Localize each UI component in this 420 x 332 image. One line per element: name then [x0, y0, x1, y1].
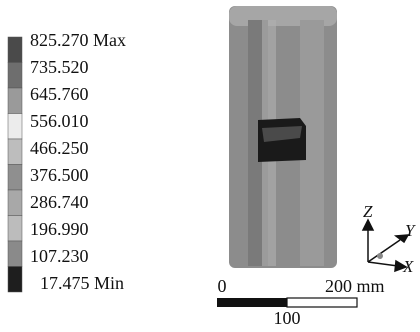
legend-label: 735.520 [30, 57, 89, 77]
legend-swatch [8, 114, 22, 140]
scale-black [217, 298, 287, 307]
z-arrow [363, 220, 373, 230]
legend-swatch [8, 37, 22, 63]
scale-middle: 100 [274, 308, 301, 328]
y-axis [368, 240, 400, 262]
y-label: Y [405, 221, 416, 240]
legend-label: 376.500 [30, 165, 89, 185]
x-axis [368, 262, 398, 266]
origin [377, 253, 383, 259]
legend-swatch [8, 139, 22, 165]
legend-swatch [8, 241, 22, 267]
legend-swatch [8, 216, 22, 242]
legend-swatch [8, 63, 22, 89]
scale-end: 200 mm [325, 276, 385, 296]
axis-triad [363, 220, 408, 271]
model [229, 6, 337, 268]
scale-start: 0 [218, 276, 227, 296]
x-label: X [402, 257, 414, 276]
z-label: Z [363, 202, 373, 221]
legend-label: 556.010 [30, 111, 89, 131]
legend-swatch [8, 190, 22, 216]
legend: 825.270 Max 735.520 645.760 556.010 466.250 3… [8, 30, 126, 293]
legend-label: 645.760 [30, 84, 89, 104]
figure: 825.270 Max 735.520 645.760 556.010 466.250 3… [0, 0, 420, 332]
legend-swatch [8, 165, 22, 191]
legend-label: 107.230 [30, 246, 89, 266]
legend-label: 17.475 Min [40, 273, 124, 293]
legend-label: 286.740 [30, 192, 89, 212]
scale-bar: 0 200 mm 100 [217, 276, 385, 328]
legend-label: 196.990 [30, 219, 89, 239]
legend-label: 466.250 [30, 138, 89, 158]
legend-label: 825.270 Max [30, 30, 126, 50]
scale-white [287, 298, 357, 307]
legend-swatch [8, 267, 22, 293]
legend-swatch [8, 88, 22, 114]
